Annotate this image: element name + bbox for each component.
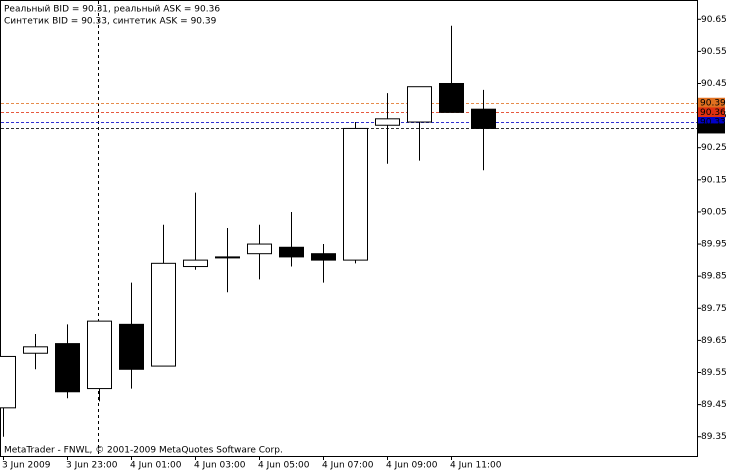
price-tag <box>698 107 725 118</box>
y-tick-label: 89.55 <box>701 368 727 378</box>
x-tick-label: 3 Jun 2009 <box>2 461 51 471</box>
price-tag <box>698 97 725 108</box>
x-tick-label: 4 Jun 09:00 <box>386 461 438 471</box>
candle-body <box>0 355 16 409</box>
price-tag <box>698 117 725 128</box>
candle-body <box>311 253 336 261</box>
price-tag <box>698 123 725 134</box>
y-tick-label: 90.55 <box>701 47 727 57</box>
x-tick-label: 4 Jun 03:00 <box>194 461 246 471</box>
footer: MetaTrader - FNWL, © 2001-2009 MetaQuote… <box>4 446 283 456</box>
x-tick-label: 3 Jun 23:00 <box>66 461 118 471</box>
candle-body <box>215 256 240 259</box>
candle-body <box>407 86 432 123</box>
x-tick-label: 4 Jun 07:00 <box>322 461 374 471</box>
candle-body <box>279 246 304 258</box>
y-tick-label: 90.25 <box>701 143 727 153</box>
price-tag-label: 90.36 <box>700 108 726 118</box>
candle-body <box>55 343 80 393</box>
info-line: Синтетик BID = 90.33, синтетик ASK = 90.… <box>4 17 217 27</box>
candle-body <box>375 118 400 126</box>
candle-body <box>87 320 112 390</box>
candle-body <box>343 127 368 261</box>
candle-body <box>23 346 48 354</box>
y-tick-label: 90.45 <box>701 79 727 89</box>
y-tick-label: 90.05 <box>701 207 727 217</box>
info-line: Реальный BID = 90.31, реальный ASK = 90.… <box>4 5 220 15</box>
x-tick-label: 4 Jun 11:00 <box>450 461 502 471</box>
candle-body <box>247 243 272 255</box>
y-tick-label: 89.85 <box>701 272 727 282</box>
price-tag-label: 90.31 <box>700 124 726 134</box>
candle-body <box>151 262 176 367</box>
y-tick-label: 90.65 <box>701 15 727 25</box>
y-tick-label: 89.75 <box>701 304 727 314</box>
price-tag-label: 90.39 <box>700 98 726 108</box>
y-tick-label: 89.65 <box>701 336 727 346</box>
y-tick-label: 89.95 <box>701 240 727 250</box>
x-tick-label: 4 Jun 05:00 <box>258 461 310 471</box>
candle-body <box>439 82 464 113</box>
candle-body <box>119 323 144 370</box>
y-tick-label: 90.15 <box>701 175 727 185</box>
y-tick-label: 89.35 <box>701 432 727 442</box>
y-tick-label: 89.45 <box>701 400 727 410</box>
candle-body <box>471 108 496 129</box>
price-tag-label: 90.33 <box>700 118 726 128</box>
candle-body <box>183 259 208 268</box>
x-tick-label: 4 Jun 01:00 <box>130 461 182 471</box>
